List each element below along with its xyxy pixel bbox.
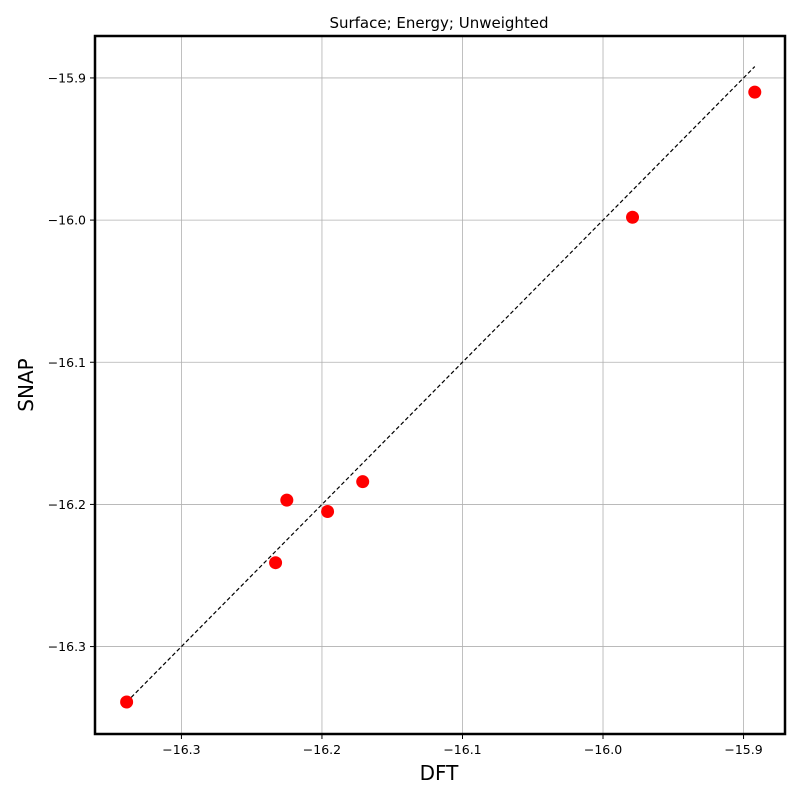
- y-axis-label: SNAP: [14, 358, 38, 411]
- data-point: [356, 475, 370, 489]
- x-tick-label: −16.0: [584, 742, 622, 757]
- x-axis-label: DFT: [420, 761, 460, 785]
- y-tick-label: −16.3: [48, 639, 86, 654]
- grid: [95, 36, 785, 734]
- plot-frame: [93, 34, 787, 736]
- data-point: [280, 493, 294, 507]
- data-points: [120, 85, 762, 709]
- data-point: [748, 85, 762, 99]
- y-tick-label: −16.1: [48, 355, 86, 370]
- y-tick-label: −15.9: [48, 70, 86, 85]
- y-tick-label: −16.0: [48, 213, 86, 228]
- data-point: [120, 695, 134, 709]
- data-point: [269, 556, 283, 570]
- chart-title: Surface; Energy; Unweighted: [329, 14, 548, 32]
- x-tick-label: −16.2: [303, 742, 341, 757]
- parity-reference-line: [126, 66, 756, 703]
- data-point: [321, 505, 335, 519]
- x-tick-label: −15.9: [724, 742, 762, 757]
- data-point: [626, 210, 640, 224]
- y-tick-label: −16.2: [48, 497, 86, 512]
- x-tick-label: −16.1: [443, 742, 481, 757]
- axis-ticks: −16.3 −16.2 −16.1 −16.0 −15.9 −16.3 −16.2 −16.1…: [48, 70, 763, 757]
- x-tick-label: −16.3: [162, 742, 200, 757]
